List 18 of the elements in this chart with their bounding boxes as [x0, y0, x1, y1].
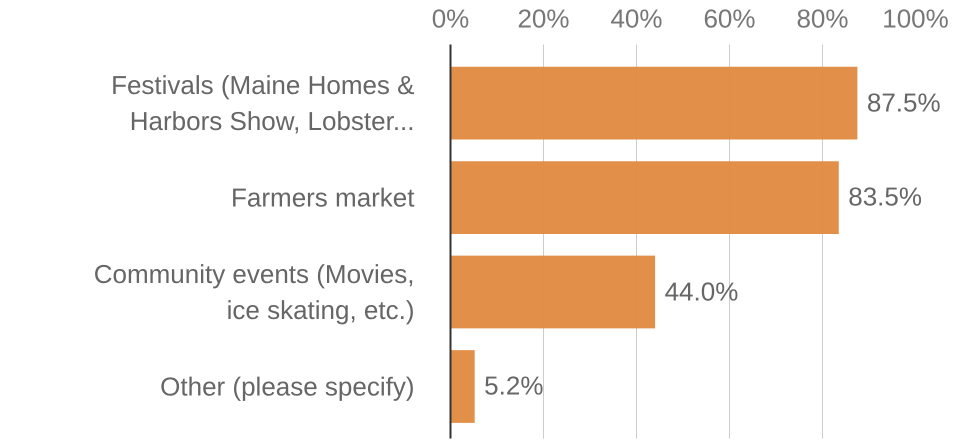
x-tick-label: 80% — [796, 4, 849, 34]
bar — [450, 256, 656, 328]
y-tick-label: Other (please specify) — [160, 372, 415, 402]
data-label: 83.5% — [848, 182, 922, 213]
bar — [450, 161, 839, 234]
y-tick-label: Community events (Movies, ice skating, etc.) — [94, 259, 415, 326]
bar — [450, 350, 475, 423]
data-label: 87.5% — [866, 87, 941, 118]
bar — [450, 66, 858, 140]
x-tick-label: 60% — [703, 4, 756, 34]
x-tick-label: 0% — [432, 4, 470, 34]
x-tick-label: 20% — [517, 4, 570, 34]
x-tick-label: 100% — [882, 4, 949, 34]
y-tick-label: Festivals (Maine Homes & Harbors Show, Lobster... — [111, 70, 415, 136]
data-label: 44.0% — [664, 276, 738, 308]
y-tick-label: Farmers market — [231, 182, 416, 213]
data-label: 5.2% — [484, 370, 544, 402]
x-tick-label: 40% — [610, 4, 663, 34]
